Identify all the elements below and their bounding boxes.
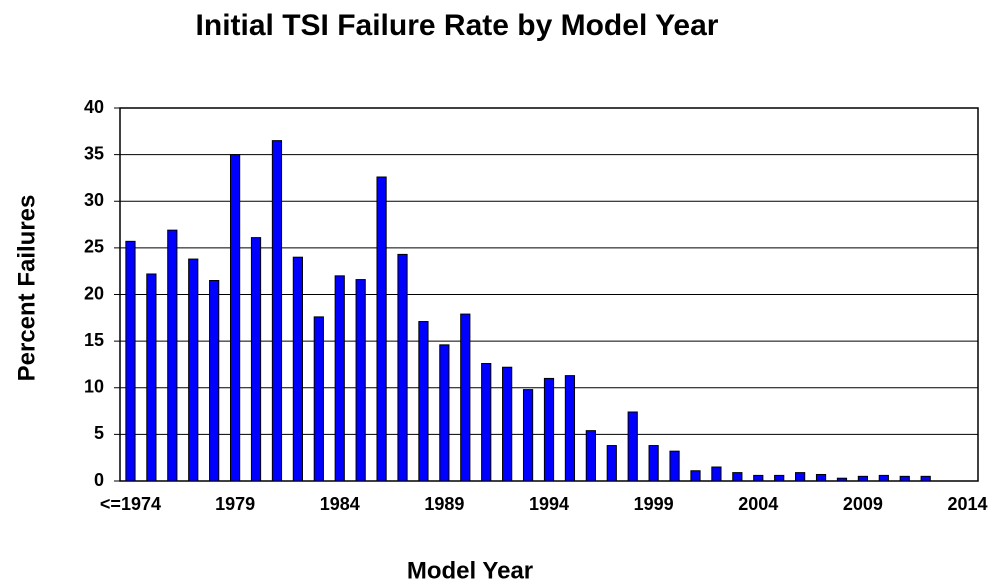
y-tick-label: 40 [84, 97, 104, 117]
bar [334, 275, 345, 482]
bar [753, 474, 764, 482]
bar [502, 366, 513, 482]
x-tick-label: 1999 [634, 494, 674, 514]
x-axis-title: Model Year [407, 557, 533, 584]
bar [229, 154, 241, 482]
x-tick-label: 1994 [529, 494, 569, 514]
bar [669, 450, 680, 482]
y-tick-label: 30 [84, 190, 104, 210]
bar [564, 375, 576, 482]
x-tick-label: 2014 [948, 494, 988, 514]
bar [418, 321, 429, 482]
bar [836, 477, 848, 482]
y-tick-label: 35 [84, 143, 104, 163]
x-tick-label: 1989 [424, 494, 464, 514]
bar [711, 466, 722, 482]
bar [857, 475, 869, 482]
bar [732, 472, 743, 482]
y-tick-label: 25 [84, 237, 104, 257]
x-tick-label: <=1974 [100, 494, 161, 514]
x-tick-label: 1979 [215, 494, 255, 514]
bar [250, 237, 262, 482]
bar [522, 389, 534, 482]
bar [627, 411, 638, 482]
bar [795, 472, 806, 482]
bar [774, 474, 785, 482]
y-axis-title: Percent Failures [13, 195, 40, 382]
bar [313, 316, 324, 482]
bar [397, 253, 408, 482]
y-tick-label: 10 [84, 377, 104, 397]
x-tick-label: 1984 [320, 494, 360, 514]
y-tick-label: 0 [94, 470, 104, 490]
bar [543, 377, 555, 482]
bar [188, 258, 199, 482]
bar [648, 445, 659, 482]
bar [376, 176, 387, 482]
bar [209, 280, 220, 482]
bar [585, 430, 596, 482]
x-tick-label: 2004 [738, 494, 778, 514]
bar [125, 240, 136, 482]
bar [606, 445, 617, 482]
bar [439, 344, 450, 482]
bar [292, 256, 303, 482]
y-tick-label: 5 [94, 423, 104, 443]
bar [146, 273, 157, 482]
y-tick-label: 15 [84, 330, 104, 350]
bar [481, 363, 492, 482]
bar [167, 229, 178, 482]
bar [920, 475, 931, 482]
bar [355, 279, 366, 482]
x-tick-label: 2009 [843, 494, 883, 514]
bar [460, 313, 471, 482]
bar [899, 475, 910, 482]
chart-title: Initial TSI Failure Rate by Model Year [196, 9, 719, 42]
bar [690, 470, 701, 482]
bar [815, 473, 827, 482]
bar [271, 140, 283, 482]
bar [878, 474, 889, 482]
y-tick-label: 20 [84, 283, 104, 303]
